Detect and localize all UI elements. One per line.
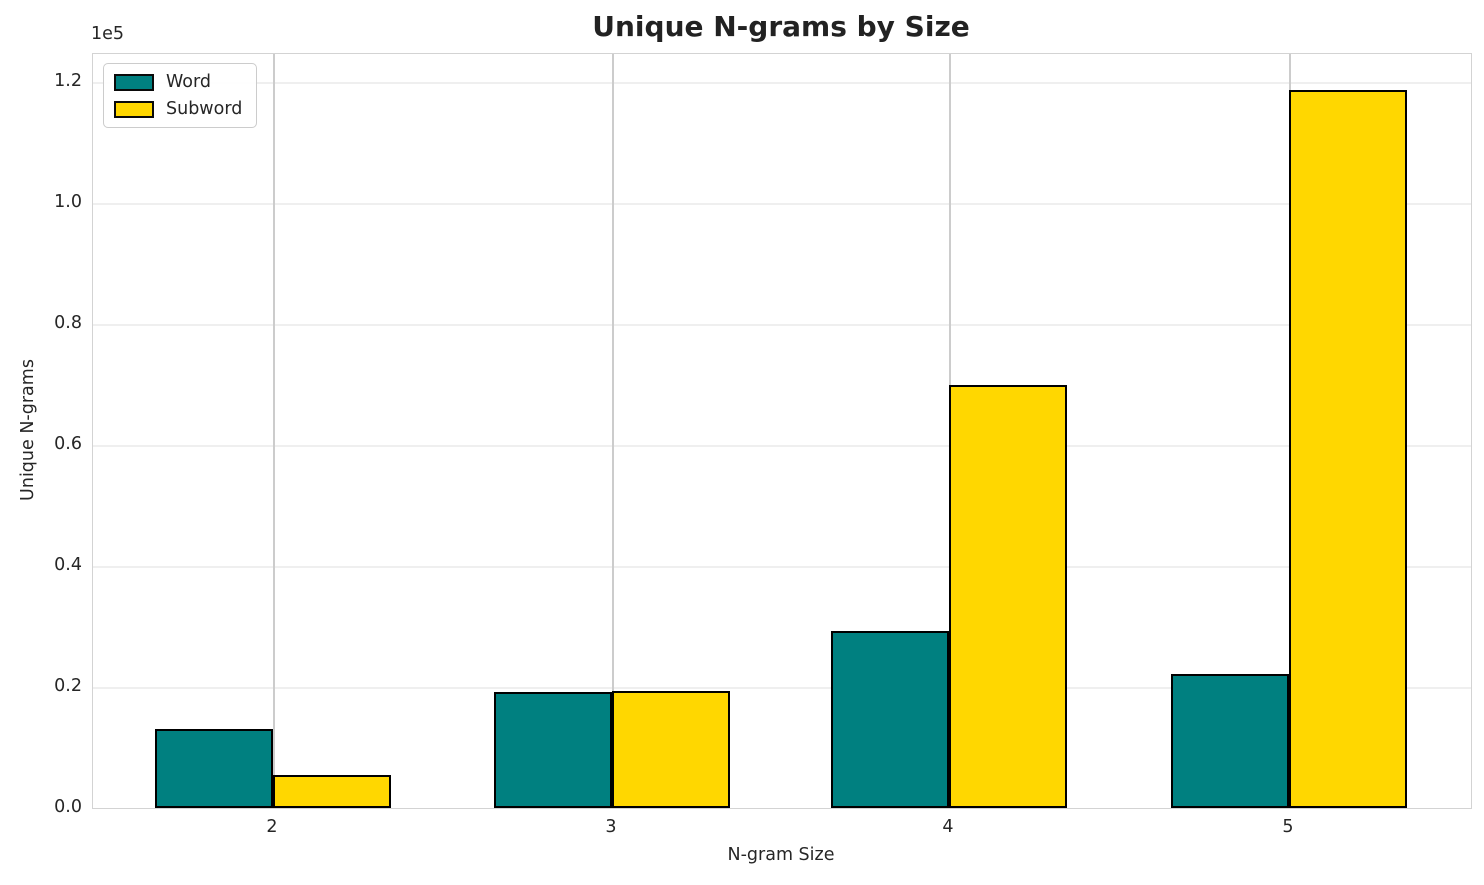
- legend-swatch-subword: [114, 100, 154, 118]
- y-axis-label: Unique N-grams: [18, 359, 38, 501]
- bar-subword-ngram-2: [273, 775, 391, 808]
- y-tick-label: 0.4: [54, 554, 82, 575]
- bar-word-ngram-3: [494, 692, 612, 808]
- gridline-vertical: [273, 54, 275, 808]
- x-tick-label: 4: [942, 817, 954, 837]
- bar-subword-ngram-5: [1289, 90, 1407, 808]
- chart-title: Unique N-grams by Size: [592, 10, 970, 43]
- bar-subword-ngram-3: [612, 691, 730, 808]
- gridline-horizontal: [93, 565, 1471, 568]
- x-axis-label: N-gram Size: [727, 845, 835, 865]
- x-tick-label: 5: [1282, 817, 1294, 837]
- legend-label-word: Word: [166, 72, 211, 92]
- x-tick-label: 2: [266, 817, 278, 837]
- plot-area: Word Subword: [92, 53, 1472, 809]
- legend-label-subword: Subword: [166, 99, 243, 119]
- y-axis-offset-label: 1e5: [91, 24, 125, 44]
- y-tick-label: 1.0: [54, 191, 82, 212]
- legend-swatch-word: [114, 73, 154, 91]
- gridline-horizontal: [93, 444, 1471, 447]
- y-tick-label: 0.6: [54, 433, 82, 454]
- bar-word-ngram-4: [831, 631, 949, 808]
- gridline-horizontal: [93, 81, 1471, 84]
- x-tick-label: 3: [605, 817, 617, 837]
- bar-word-ngram-5: [1171, 674, 1289, 808]
- legend: Word Subword: [103, 63, 258, 128]
- bar-word-ngram-2: [155, 729, 273, 808]
- legend-item-word: Word: [114, 72, 242, 92]
- y-tick-label: 0.0: [54, 797, 82, 817]
- gridline-horizontal: [93, 686, 1471, 689]
- legend-item-subword: Subword: [114, 99, 242, 119]
- y-tick-label: 0.2: [54, 675, 82, 696]
- bar-subword-ngram-4: [949, 385, 1067, 808]
- gridline-horizontal: [93, 323, 1471, 326]
- gridline-vertical: [612, 54, 614, 808]
- y-tick-label: 0.8: [54, 312, 82, 333]
- y-tick-label: 1.2: [54, 70, 82, 91]
- gridline-horizontal: [93, 202, 1471, 205]
